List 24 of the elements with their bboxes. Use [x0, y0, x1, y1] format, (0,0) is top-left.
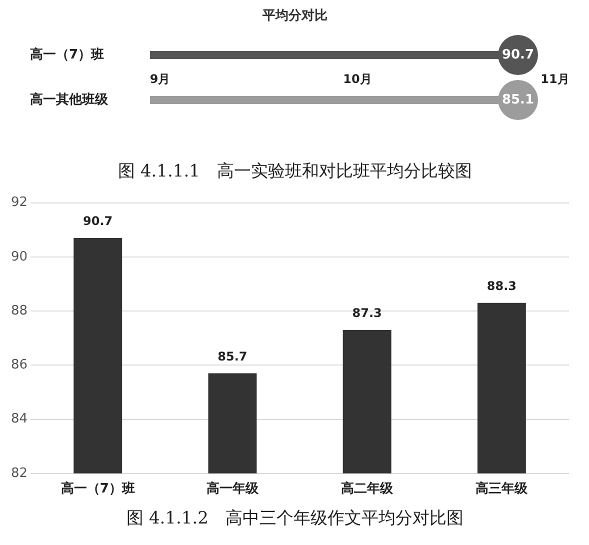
x-tick-label: 高二年级	[341, 480, 394, 497]
y-tick-label: 90	[10, 249, 28, 264]
data-label: 85.7	[218, 349, 248, 364]
caption: 图 4.1.1.1 高一实验班和对比班平均分比较图	[118, 161, 472, 182]
x-tick-label: 高一（7）班	[60, 480, 135, 497]
x-tick-label: 高一年级	[206, 480, 260, 497]
data-label: 90.7	[83, 214, 113, 228]
y-tick-label: 84	[10, 412, 28, 427]
data-label: 88.3	[486, 279, 516, 294]
y-tick-label: 86	[10, 358, 28, 373]
data-label: 90.7	[502, 47, 534, 62]
data-label: 87.3	[352, 306, 382, 320]
text: 平均分对比	[262, 8, 328, 24]
y-tick-label: 82	[10, 466, 28, 481]
data-label: 85.1	[502, 92, 534, 108]
text: 11月	[540, 72, 570, 86]
y-tick-label: 88	[10, 303, 28, 318]
category-label: 高一（7）班	[30, 46, 104, 62]
text: 9月	[150, 72, 170, 86]
caption: 图 4.1.1.2 高中三个年级作文平均分对比图	[126, 508, 464, 528]
category-label: 高一其他班级	[30, 91, 109, 108]
x-tick-label: 高三年级	[476, 480, 529, 497]
text: 10月	[343, 72, 372, 86]
y-tick-label: 92	[10, 195, 28, 210]
